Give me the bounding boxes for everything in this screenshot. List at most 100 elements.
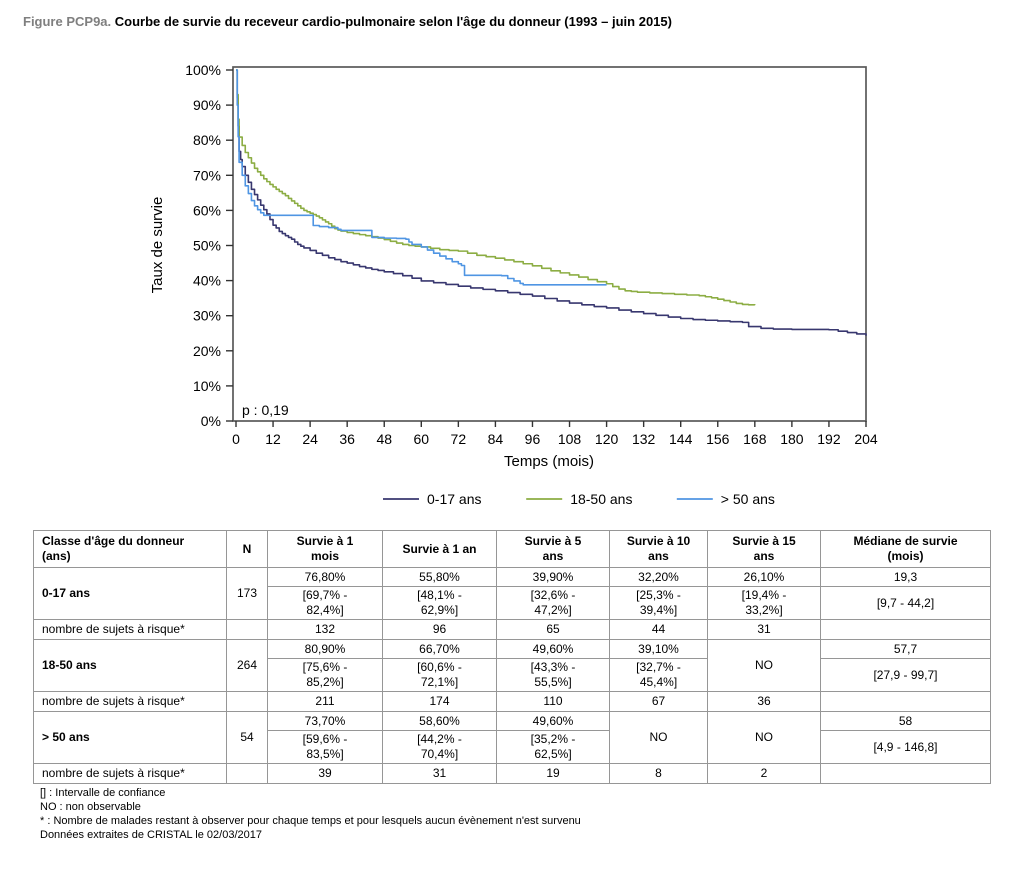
table-row: [59,6% - 83,5%] [44,2% - 70,4%] [35,2% - 6… [34, 730, 991, 764]
not-observable-cell: NO [609, 711, 708, 764]
table-row: [75,6% - 85,2%] [60,6% - 72,1%] [43,3% - 5… [34, 658, 991, 692]
confidence-interval: [43,3% - 55,5%] [496, 658, 610, 692]
empty-cell [820, 691, 991, 712]
column-header: Survie à 15 ans [707, 530, 821, 568]
footnote-ci: [] : Intervalle de confiance [40, 787, 166, 799]
figure-title: Figure PCP9a. Courbe de survie du receve… [23, 14, 672, 29]
at-risk-value: 2 [707, 763, 821, 784]
x-tick-label: 132 [632, 431, 656, 447]
x-tick-label: 48 [376, 431, 392, 447]
x-tick-label: 108 [558, 431, 582, 447]
survival-value: 49,60% [496, 711, 610, 731]
curve-0-17-ans [236, 69, 867, 336]
table-row: nombre de sujets à risque* 39 31 19 8 2 [33, 763, 991, 784]
table-row: nombre de sujets à risque* 132 96 65 44 31 [33, 619, 991, 640]
x-tick-label: 204 [854, 431, 878, 447]
y-tick-label: 100% [185, 62, 221, 78]
p-value-annotation: p : 0,19 [242, 402, 289, 418]
column-header: Survie à 5 ans [496, 530, 610, 568]
x-tick-label: 0 [232, 431, 240, 447]
x-axis-title: Temps (mois) [504, 453, 594, 470]
y-tick-label: 80% [193, 132, 221, 148]
survival-value: 73,70% [267, 711, 383, 731]
x-tick-label: 84 [488, 431, 504, 447]
y-tick-label: 70% [193, 167, 221, 183]
at-risk-value: 96 [382, 619, 497, 640]
survival-value: 55,80% [382, 567, 497, 587]
confidence-interval: [25,3% - 39,4%] [609, 586, 708, 620]
survival-value: 32,20% [609, 567, 708, 587]
confidence-interval: [44,2% - 70,4%] [382, 730, 497, 764]
table-row: > 50 ans 54 73,70% 58,60% 49,60% NO NO 58 [33, 711, 991, 764]
risk-row-label: nombre de sujets à risque* [33, 763, 227, 784]
n-value: 54 [226, 711, 268, 764]
y-tick-label: 0% [201, 413, 221, 429]
at-risk-value: 110 [496, 691, 610, 712]
not-observable-cell: NO [707, 711, 821, 764]
survival-chart: 0% 10% 20% 30% 40% 50% 60% 70% 80% 90% 100% 0 12 24 36… [0, 40, 1020, 527]
x-tick-label: 144 [669, 431, 693, 447]
x-tick-label: 168 [743, 431, 767, 447]
at-risk-value: 39 [267, 763, 383, 784]
legend-label-0-17-ans: 0-17 ans [427, 491, 481, 507]
survival-value: 76,80% [267, 567, 383, 587]
y-tick-label: 10% [193, 378, 221, 394]
median-confidence-interval: [27,9 - 99,7] [820, 658, 991, 692]
at-risk-value: 174 [382, 691, 497, 712]
survival-value: 66,70% [382, 639, 497, 659]
x-tick-label: 156 [706, 431, 730, 447]
at-risk-value: 8 [609, 763, 708, 784]
empty-cell [226, 763, 268, 784]
median-confidence-interval: [4,9 - 146,8] [820, 730, 991, 764]
age-group-label: 0-17 ans [33, 567, 227, 620]
confidence-interval: [32,7% - 45,4%] [609, 658, 708, 692]
y-tick-label: 30% [193, 308, 221, 324]
confidence-interval: [19,4% - 33,2%] [707, 586, 821, 620]
median-confidence-interval: [9,7 - 44,2] [820, 586, 991, 620]
n-value: 264 [226, 639, 268, 692]
risk-row-label: nombre de sujets à risque* [33, 691, 227, 712]
survival-value: 80,90% [267, 639, 383, 659]
x-tick-label: 180 [780, 431, 804, 447]
survival-value: 39,90% [496, 567, 610, 587]
column-header: Survie à 1 mois [267, 530, 383, 568]
at-risk-value: 67 [609, 691, 708, 712]
x-tick-label: 12 [265, 431, 281, 447]
x-tick-label: 120 [595, 431, 619, 447]
x-tick-label: 192 [817, 431, 841, 447]
curve-50-ans [236, 69, 607, 286]
at-risk-value: 36 [707, 691, 821, 712]
confidence-interval: [59,6% - 83,5%] [267, 730, 383, 764]
footnotes: [] : Intervalle de confiance NO : non ob… [40, 786, 581, 842]
confidence-interval: [35,2% - 62,5%] [496, 730, 610, 764]
y-tick-label: 40% [193, 273, 221, 289]
y-axis-title: Taux de survie [149, 197, 166, 294]
y-tick-label: 60% [193, 202, 221, 218]
confidence-interval: [75,6% - 85,2%] [267, 658, 383, 692]
not-observable-cell: NO [707, 639, 821, 692]
survival-value: 26,10% [707, 567, 821, 587]
chart-svg: 0% 10% 20% 30% 40% 50% 60% 70% 80% 90% 100% 0 12 24 36… [149, 62, 878, 507]
empty-cell [226, 619, 268, 640]
survival-table-wrap: Classe d'âge du donneur (ans) N Survie à 1… [33, 530, 991, 784]
footnote-source: Données extraites de CRISTAL le 02/03/20… [40, 829, 262, 841]
at-risk-value: 31 [382, 763, 497, 784]
median-value: 19,3 [820, 567, 991, 587]
table-row: Classe d'âge du donneur (ans) N Survie à 1… [33, 530, 991, 568]
at-risk-value: 31 [707, 619, 821, 640]
footnote-no: NO : non observable [40, 801, 141, 813]
at-risk-value: 211 [267, 691, 383, 712]
figure-title-text: Courbe de survie du receveur cardio-pulm… [114, 14, 672, 29]
column-header: N [226, 530, 268, 568]
age-group-label: > 50 ans [33, 711, 227, 764]
x-tick-label: 96 [525, 431, 541, 447]
empty-cell [820, 619, 991, 640]
column-header: Classe d'âge du donneur (ans) [33, 530, 227, 568]
at-risk-value: 132 [267, 619, 383, 640]
at-risk-value: 19 [496, 763, 610, 784]
table-row: [69,7% - 82,4%] [48,1% - 62,9%] [32,6% - 4… [34, 586, 991, 620]
footnote-risk: * : Nombre de malades restant à observer… [40, 815, 581, 827]
plot-border [232, 66, 867, 422]
median-value: 57,7 [820, 639, 991, 659]
